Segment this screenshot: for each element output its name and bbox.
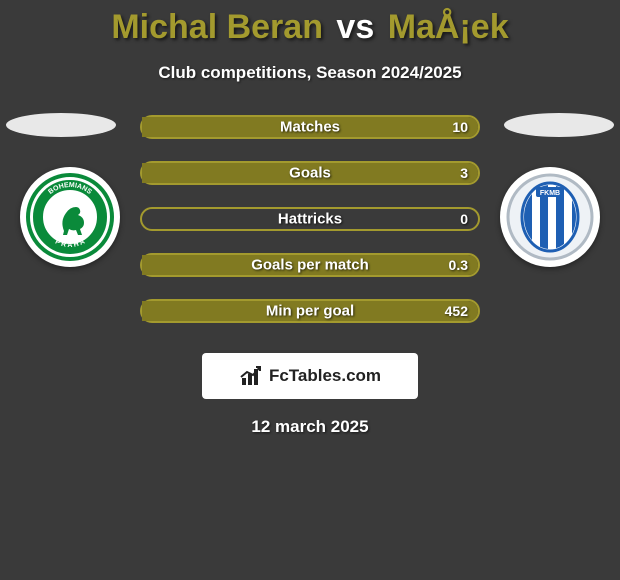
player2-name: MaÅ¡ek [388, 8, 509, 46]
player2-photo-placeholder [504, 113, 614, 137]
fctables-logo-text: FcTables.com [269, 366, 381, 386]
fctables-logo: FcTables.com [202, 353, 418, 399]
stat-bar-value-right: 452 [445, 303, 468, 319]
bohemians-badge-icon: BOHEMIANS P R A H A [26, 173, 114, 261]
stat-bar-label: Hattricks [278, 211, 342, 228]
subtitle: Club competitions, Season 2024/2025 [0, 63, 620, 83]
stat-bar-label: Goals per match [251, 257, 369, 274]
stat-bar: Min per goal 452 [140, 299, 480, 323]
stat-bar-value-right: 0.3 [449, 257, 468, 273]
player1-name: Michal Beran [111, 8, 323, 46]
mlada-boleslav-badge-icon: FKMB [506, 173, 594, 261]
comparison-title: Michal Beran vs MaÅ¡ek [0, 0, 620, 47]
stat-bar-label: Min per goal [266, 303, 354, 320]
player2-club-badge: FKMB [500, 167, 600, 267]
comparison-content: BOHEMIANS P R A H A FKMB [0, 115, 620, 437]
stat-bars: Matches 10 Goals 3 Hattricks 0 Goals per match… [140, 115, 480, 323]
vs-text: vs [336, 8, 374, 46]
stat-bar: Hattricks 0 [140, 207, 480, 231]
stat-bar-label: Matches [280, 119, 340, 136]
stat-bar-value-right: 0 [460, 211, 468, 227]
svg-text:FKMB: FKMB [540, 190, 560, 197]
player1-club-badge: BOHEMIANS P R A H A [20, 167, 120, 267]
player1-photo-placeholder [6, 113, 116, 137]
bar-chart-icon [239, 364, 263, 388]
stat-bar-value-right: 10 [452, 119, 468, 135]
stat-bar-label: Goals [289, 165, 331, 182]
stat-bar: Matches 10 [140, 115, 480, 139]
stat-bar: Goals 3 [140, 161, 480, 185]
date-text: 12 march 2025 [0, 417, 620, 437]
stat-bar: Goals per match 0.3 [140, 253, 480, 277]
stat-bar-value-right: 3 [460, 165, 468, 181]
